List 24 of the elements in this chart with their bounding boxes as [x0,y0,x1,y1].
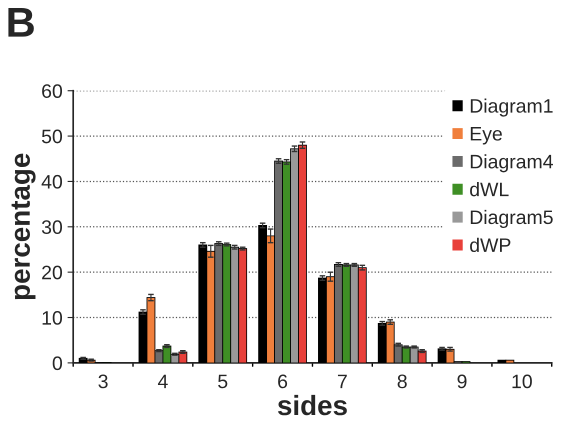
y-tick-label: 0 [52,356,62,370]
x-tick-label: 3 [98,374,108,388]
legend-label: Eye [470,127,502,144]
y-tick-label: 30 [42,220,62,234]
legend-label: Diagram4 [470,154,553,172]
y-tick-label: 40 [42,174,62,189]
text: B [8,8,34,37]
legend-label: dWP [470,238,510,252]
x-tick-label: 9 [458,374,466,388]
x-tick-label: 4 [158,374,168,388]
x-tick-label: 5 [218,374,228,388]
y-axis-title: percentage [12,154,36,300]
legend-label: Diagram5 [470,210,553,228]
y-tick-label: 50 [42,130,62,144]
legend-label: dWL [470,182,509,196]
y-tick-label: 10 [42,310,62,325]
x-axis-title: sides [278,394,347,416]
x-tick-label: 8 [398,374,407,388]
x-tick-label: 10 [512,374,532,388]
y-tick-label: 60 [42,84,62,98]
x-tick-label: 6 [278,374,288,388]
y-tick-label: 20 [42,266,62,280]
legend-label: Diagram1 [470,98,553,117]
x-tick-label: 7 [338,374,347,388]
